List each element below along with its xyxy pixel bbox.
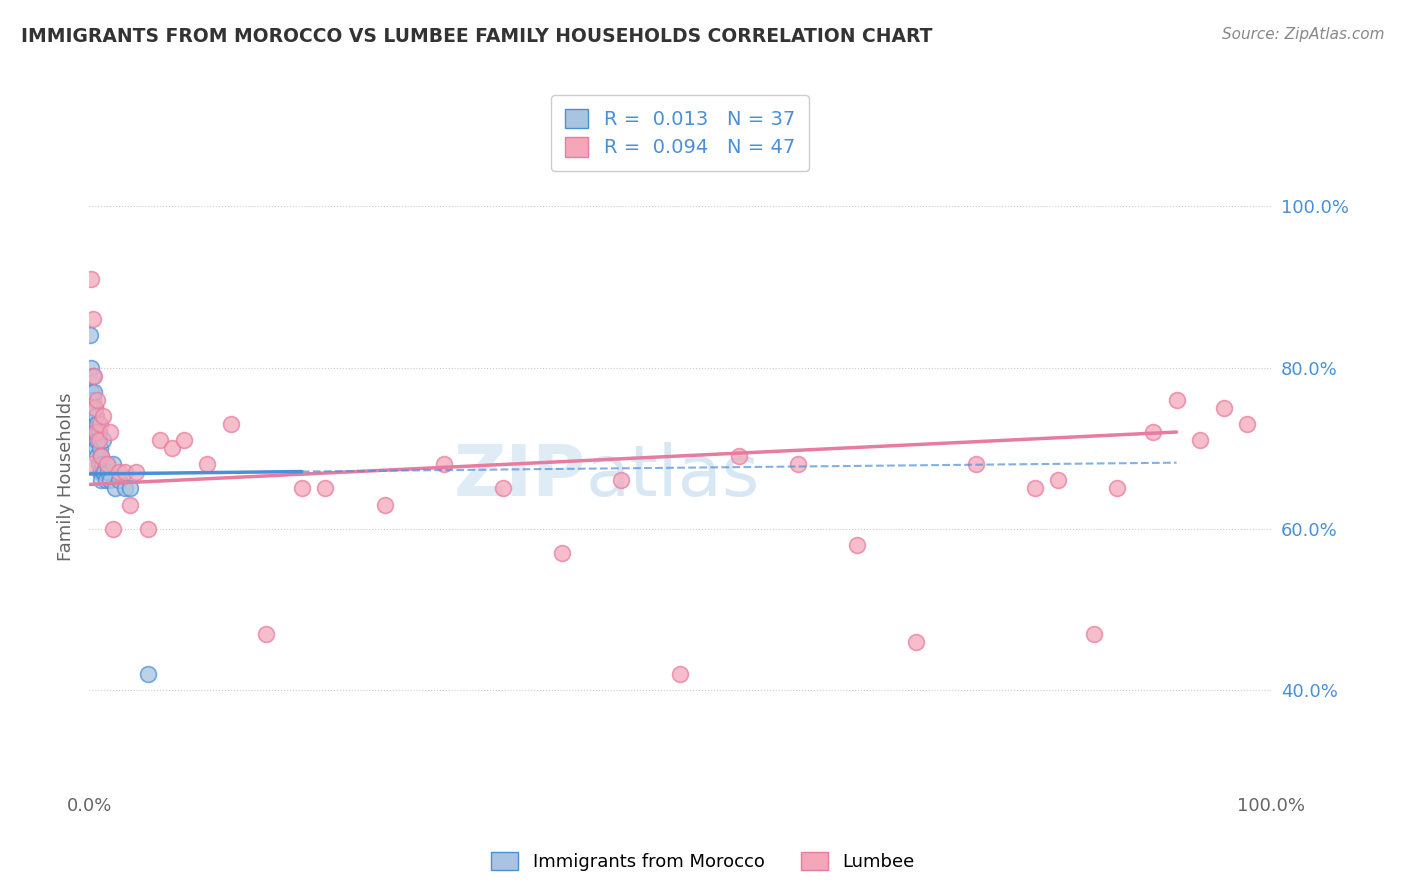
Point [96, 458, 118, 472]
Point [101, 458, 124, 472]
Point [84, 433, 107, 447]
Point [101, 522, 124, 536]
Point [291, 482, 314, 496]
Point [1024, 482, 1046, 496]
Point [79, 458, 101, 472]
Point [87, 425, 110, 439]
Point [965, 458, 987, 472]
Point [89, 466, 111, 480]
Point [82, 312, 104, 326]
Point [86, 433, 108, 447]
Point [160, 441, 183, 455]
Point [84, 401, 107, 415]
Point [433, 458, 456, 472]
Point [1236, 417, 1258, 431]
Point [84, 425, 107, 439]
Point [90, 449, 112, 463]
Point [96, 458, 118, 472]
Point [98, 474, 121, 488]
Point [669, 667, 692, 681]
Point [82, 368, 104, 383]
Point [610, 474, 633, 488]
Point [1189, 433, 1212, 447]
Point [905, 634, 928, 648]
Point [80, 272, 103, 286]
Point [90, 474, 112, 488]
Point [84, 441, 107, 455]
Point [1083, 626, 1105, 640]
Legend: Immigrants from Morocco, Lumbee: Immigrants from Morocco, Lumbee [484, 845, 922, 879]
Point [84, 409, 107, 423]
Point [91, 466, 114, 480]
Point [125, 466, 148, 480]
Point [728, 449, 751, 463]
Point [93, 466, 115, 480]
Point [98, 425, 121, 439]
Point [107, 474, 129, 488]
Point [97, 466, 120, 480]
Point [120, 498, 142, 512]
Point [1107, 482, 1129, 496]
Point [114, 482, 136, 496]
Point [846, 538, 869, 552]
Point [1142, 425, 1164, 439]
Point [120, 482, 142, 496]
Point [1047, 474, 1070, 488]
Point [80, 360, 103, 375]
Point [83, 368, 105, 383]
Point [787, 458, 810, 472]
Point [254, 626, 277, 640]
Point [80, 384, 103, 399]
Text: atlas: atlas [585, 442, 759, 511]
Point [551, 546, 574, 560]
Text: ZIP: ZIP [453, 442, 585, 511]
Text: IMMIGRANTS FROM MOROCCO VS LUMBEE FAMILY HOUSEHOLDS CORRELATION CHART: IMMIGRANTS FROM MOROCCO VS LUMBEE FAMILY… [21, 27, 932, 45]
Point [84, 401, 107, 415]
Point [91, 409, 114, 423]
Point [173, 433, 195, 447]
Point [195, 458, 218, 472]
Point [84, 417, 107, 431]
Point [83, 384, 105, 399]
Point [374, 498, 396, 512]
Point [86, 449, 108, 463]
Point [87, 458, 110, 472]
Point [104, 482, 127, 496]
Legend: R =  0.013   N = 37, R =  0.094   N = 47: R = 0.013 N = 37, R = 0.094 N = 47 [551, 95, 808, 171]
Text: Source: ZipAtlas.com: Source: ZipAtlas.com [1222, 27, 1385, 42]
Point [492, 482, 515, 496]
Point [87, 433, 110, 447]
Point [314, 482, 336, 496]
Point [219, 417, 242, 431]
Point [149, 433, 172, 447]
Point [91, 433, 114, 447]
Point [84, 425, 107, 439]
Point [94, 474, 117, 488]
Point [89, 417, 111, 431]
Point [79, 328, 101, 343]
Point [1212, 401, 1234, 415]
Point [82, 392, 104, 407]
Point [86, 417, 108, 431]
Point [86, 392, 108, 407]
Point [136, 522, 159, 536]
Point [91, 458, 114, 472]
Point [1166, 392, 1188, 407]
Point [89, 441, 111, 455]
Point [136, 667, 159, 681]
Point [83, 409, 105, 423]
Point [114, 466, 136, 480]
Y-axis label: Family Households: Family Households [58, 392, 75, 561]
Point [83, 425, 105, 439]
Point [107, 466, 129, 480]
Point [90, 449, 112, 463]
